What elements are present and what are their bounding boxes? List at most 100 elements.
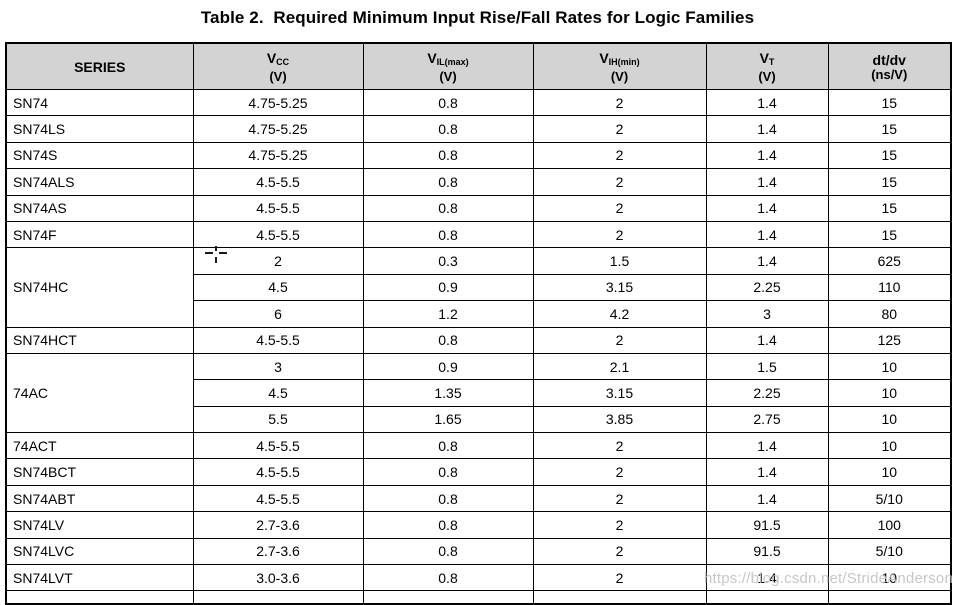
value-cell: 2 bbox=[532, 432, 707, 460]
value-cell: 10 bbox=[827, 352, 952, 381]
value-cell: 0.8 bbox=[362, 141, 534, 170]
logic-families-table: SERIES VCC (V) VIL(max) (V) VIH(min) (V) VT (V) d… bbox=[5, 42, 952, 605]
partial-row bbox=[5, 590, 952, 605]
value-cell: 1.4 bbox=[705, 141, 829, 170]
table-row: 5.5 1.65 3.85 2.75 10 bbox=[6, 405, 952, 434]
table-row: SN74 4.75-5.25 0.8 2 1.4 15 bbox=[5, 88, 952, 117]
value-cell: 1.35 bbox=[362, 379, 534, 407]
value-cell: 0.3 bbox=[362, 247, 534, 275]
value-cell: 4.5-5.5 bbox=[192, 194, 364, 222]
value-cell: 4.5-5.5 bbox=[192, 432, 364, 460]
table-caption: Table 2. Required Minimum Input Rise/Fal… bbox=[200, 8, 755, 27]
series-cell: SN74ALS bbox=[5, 168, 194, 196]
value-cell: 1.4 bbox=[705, 458, 829, 486]
column-header-vih-min: VIH(min) (V) bbox=[532, 42, 707, 90]
value-cell: 4.5 bbox=[192, 273, 364, 302]
value-cell: 100 bbox=[827, 511, 952, 539]
value-cell: 4.5-5.5 bbox=[192, 458, 364, 486]
value-cell: 3.15 bbox=[532, 273, 707, 302]
value-cell: 2 bbox=[532, 115, 707, 143]
value-cell: 4.75-5.25 bbox=[192, 88, 364, 117]
table-row: SN74AS 4.5-5.5 0.8 2 1.4 15 bbox=[5, 194, 952, 222]
series-cell: 74AC bbox=[5, 352, 194, 434]
value-cell: 1.4 bbox=[705, 484, 829, 513]
value-cell: 0.8 bbox=[362, 115, 534, 143]
value-cell: 2.25 bbox=[705, 379, 829, 407]
series-cell: SN74LVC bbox=[5, 537, 194, 566]
value-cell: 1.4 bbox=[705, 432, 829, 460]
empty-cell bbox=[705, 590, 829, 605]
column-header-vt: VT (V) bbox=[705, 42, 829, 90]
value-cell: 2.25 bbox=[705, 273, 829, 302]
empty-cell bbox=[5, 590, 194, 605]
value-cell: 0.8 bbox=[362, 537, 534, 566]
table-row: 4.5 1.35 3.15 2.25 10 bbox=[6, 379, 952, 407]
value-cell: 3.0-3.6 bbox=[192, 564, 364, 592]
value-cell: 0.8 bbox=[362, 511, 534, 539]
series-cell: SN74LV bbox=[5, 511, 194, 539]
value-cell: 1.4 bbox=[705, 168, 829, 196]
value-cell: 0.8 bbox=[362, 458, 534, 486]
table-row: 4.5 0.9 3.15 2.25 110 bbox=[6, 273, 952, 302]
value-cell: 0.8 bbox=[362, 194, 534, 222]
table-row: SN74HC 2 0.3 1.5 1.4 625 bbox=[5, 247, 952, 328]
value-cell: 2 bbox=[532, 564, 707, 592]
column-header-series: SERIES bbox=[5, 42, 194, 90]
cursor-dash-left bbox=[205, 252, 213, 254]
value-cell: 10 bbox=[827, 405, 952, 434]
series-cell: SN74 bbox=[5, 88, 194, 117]
value-cell: 0.8 bbox=[362, 168, 534, 196]
table-row: SN74LV 2.7-3.6 0.8 2 91.5 100 bbox=[5, 511, 952, 539]
series-cell: SN74F bbox=[5, 220, 194, 249]
value-cell: 3.15 bbox=[532, 379, 707, 407]
value-cell: 2 bbox=[532, 168, 707, 196]
series-cell: SN74ABT bbox=[5, 484, 194, 513]
value-cell: 2 bbox=[532, 537, 707, 566]
table-row: SN74F 4.5-5.5 0.8 2 1.4 15 bbox=[5, 220, 952, 249]
value-cell: 80 bbox=[827, 300, 952, 328]
value-cell: 1.5 bbox=[532, 247, 707, 275]
value-cell: 2 bbox=[532, 88, 707, 117]
value-cell: 15 bbox=[827, 88, 952, 117]
value-cell: 10 bbox=[827, 432, 952, 460]
empty-cell bbox=[532, 590, 707, 605]
value-cell: 1.4 bbox=[705, 194, 829, 222]
value-cell: 0.9 bbox=[362, 352, 534, 381]
value-cell: 4.75-5.25 bbox=[192, 141, 364, 170]
value-cell: 4.2 bbox=[532, 300, 707, 328]
value-cell: 2.1 bbox=[532, 352, 707, 381]
value-cell: 0.8 bbox=[362, 220, 534, 249]
value-cell: 4.75-5.25 bbox=[192, 115, 364, 143]
value-cell: 15 bbox=[827, 168, 952, 196]
value-cell: 2 bbox=[532, 194, 707, 222]
value-cell: 10 bbox=[827, 564, 952, 592]
value-cell: 5.5 bbox=[192, 405, 364, 434]
value-cell: 1.4 bbox=[705, 326, 829, 354]
value-cell: 10 bbox=[827, 379, 952, 407]
table-row: SN74LVT 3.0-3.6 0.8 2 1.4 10 bbox=[5, 564, 952, 592]
series-cell: SN74BCT bbox=[5, 458, 194, 486]
series-cell: SN74AS bbox=[5, 194, 194, 222]
value-cell: 2 bbox=[532, 220, 707, 249]
value-cell: 1.4 bbox=[705, 115, 829, 143]
value-cell: 110 bbox=[827, 273, 952, 302]
value-cell: 2 bbox=[532, 326, 707, 354]
value-cell: 15 bbox=[827, 194, 952, 222]
value-cell: 3.85 bbox=[532, 405, 707, 434]
value-cell: 1.4 bbox=[705, 247, 829, 275]
value-cell: 0.8 bbox=[362, 564, 534, 592]
table-row: SN74S 4.75-5.25 0.8 2 1.4 15 bbox=[5, 141, 952, 170]
value-cell: 15 bbox=[827, 220, 952, 249]
value-cell: 1.4 bbox=[705, 220, 829, 249]
value-cell: 0.9 bbox=[362, 273, 534, 302]
header-row: SERIES VCC (V) VIL(max) (V) VIH(min) (V) VT (V) d… bbox=[5, 42, 952, 90]
table-body: SN74 4.75-5.25 0.8 2 1.4 15 SN74LS 4.75-5.25 0.8… bbox=[5, 88, 952, 605]
table-row: SN74LS 4.75-5.25 0.8 2 1.4 15 bbox=[5, 115, 952, 143]
value-cell: 2.7-3.6 bbox=[192, 537, 364, 566]
cursor-dash-top bbox=[215, 246, 217, 251]
series-cell: SN74HC bbox=[5, 247, 194, 328]
value-cell: 2 bbox=[532, 484, 707, 513]
value-cell: 91.5 bbox=[705, 537, 829, 566]
column-header-vcc: VCC (V) bbox=[192, 42, 364, 90]
value-cell: 0.8 bbox=[362, 484, 534, 513]
